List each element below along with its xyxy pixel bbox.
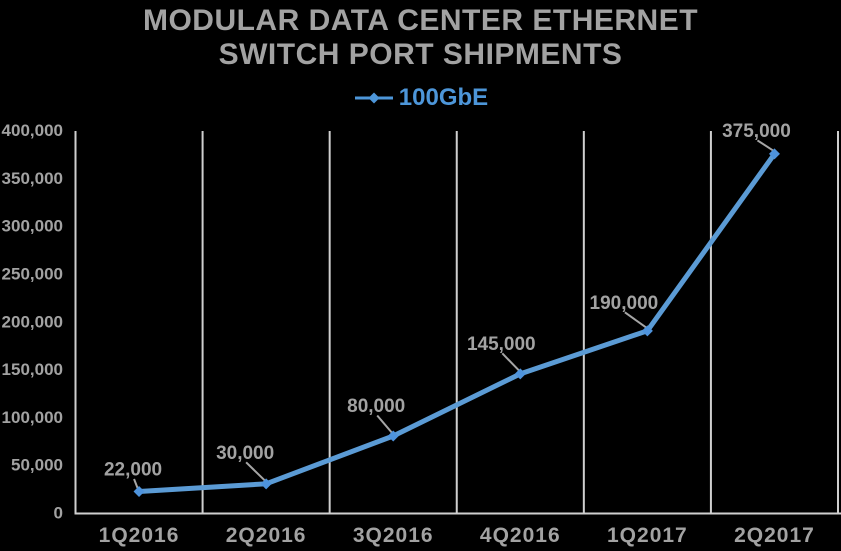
data-point-marker bbox=[641, 325, 653, 337]
y-axis-tick-label: 250,000 bbox=[2, 264, 63, 283]
chart-title-line2: SWITCH PORT SHIPMENTS bbox=[218, 38, 623, 71]
chart-title: MODULAR DATA CENTER ETHERNET SWITCH PORT… bbox=[0, 4, 841, 72]
data-label: 145,000 bbox=[467, 334, 536, 355]
data-label-leader-line bbox=[245, 461, 266, 482]
y-axis-tick-label: 150,000 bbox=[2, 360, 63, 379]
data-point-marker bbox=[260, 478, 272, 490]
y-axis-tick-label: 200,000 bbox=[2, 312, 63, 331]
legend-line-marker-icon bbox=[354, 92, 393, 104]
data-label: 375,000 bbox=[722, 121, 791, 142]
legend-label: 100GbE bbox=[398, 84, 489, 111]
y-axis-tick-label: 100,000 bbox=[2, 408, 63, 427]
y-axis-tick-label: 350,000 bbox=[2, 169, 63, 188]
y-axis-tick-label: 300,000 bbox=[2, 217, 63, 236]
x-axis-category-label: 4Q2016 bbox=[480, 524, 561, 547]
data-label-leader-line bbox=[624, 311, 647, 329]
data-label-leader-line bbox=[133, 478, 139, 489]
data-label: 22,000 bbox=[104, 459, 162, 480]
chart-title-line1: MODULAR DATA CENTER ETHERNET bbox=[142, 4, 699, 37]
y-axis-tick-label: 400,000 bbox=[2, 121, 63, 140]
x-axis-category-label: 2Q2017 bbox=[734, 524, 815, 547]
data-point-marker bbox=[387, 430, 399, 442]
y-axis-tick-label: 50,000 bbox=[11, 456, 63, 475]
data-label-leader-line bbox=[756, 139, 774, 152]
x-axis-category-label: 1Q2016 bbox=[99, 524, 180, 547]
data-label: 190,000 bbox=[590, 293, 659, 314]
series-line-100gbe bbox=[136, 151, 777, 494]
y-axis-tick-label: 0 bbox=[54, 504, 63, 523]
legend: 100GbE bbox=[0, 84, 841, 112]
x-axis-category-label: 1Q2017 bbox=[607, 524, 688, 547]
data-label-leader-line bbox=[376, 414, 393, 434]
data-label: 30,000 bbox=[216, 443, 274, 464]
data-label-leader-line bbox=[501, 352, 520, 372]
data-point-marker bbox=[768, 148, 780, 160]
data-point-marker bbox=[133, 485, 145, 497]
data-label: 80,000 bbox=[347, 396, 405, 417]
x-axis-category-label: 3Q2016 bbox=[353, 524, 434, 547]
x-axis-category-label: 2Q2016 bbox=[226, 524, 307, 547]
data-point-marker bbox=[514, 368, 526, 380]
